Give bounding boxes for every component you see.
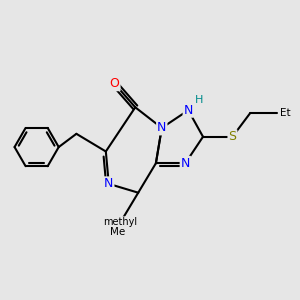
Text: N: N — [157, 122, 167, 134]
Text: H: H — [194, 95, 203, 105]
Text: S: S — [228, 130, 236, 143]
Text: N: N — [181, 157, 190, 170]
Text: methyl: methyl — [103, 217, 138, 227]
Text: N: N — [104, 177, 113, 190]
Text: O: O — [110, 77, 120, 90]
Text: Et: Et — [280, 108, 290, 118]
Text: N: N — [184, 104, 193, 117]
Text: Me: Me — [110, 226, 125, 237]
